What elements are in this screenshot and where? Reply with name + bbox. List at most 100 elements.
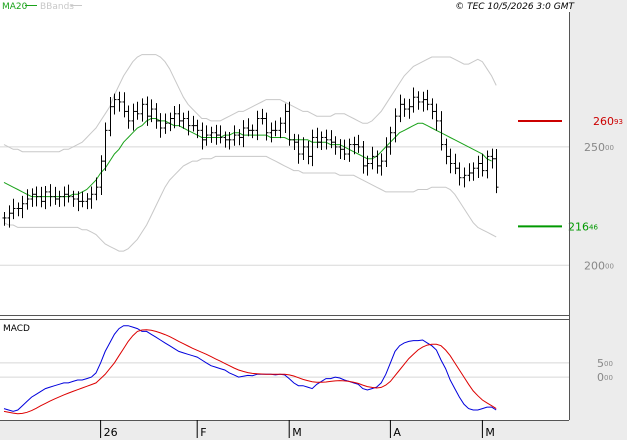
ohlc-bar (411, 87, 416, 113)
ohlc-bar (467, 163, 472, 182)
x-tick-label: M (292, 426, 302, 439)
ohlc-bar (34, 186, 39, 207)
ohlc-bar (209, 126, 214, 143)
ohlc-bar (135, 101, 140, 120)
copyright-label: © TEC 10/5/2026 3:0 GMT (455, 2, 575, 12)
ohlc-bar (296, 134, 301, 164)
ohlc-bar (430, 98, 435, 120)
ohlc-bar (402, 98, 407, 117)
ohlc-bar (273, 120, 278, 137)
ohlc-bar (375, 150, 380, 174)
ohlc-bar (172, 105, 177, 129)
ohlc-bar (453, 153, 458, 175)
ohlc-bar (319, 131, 324, 151)
ohlc-bar (269, 122, 274, 143)
macd-line (3, 325, 497, 412)
x-tick-label: M (485, 426, 495, 439)
ohlc-bar (20, 195, 25, 219)
ohlc-bar (195, 119, 200, 139)
ohlc-bar (370, 146, 375, 170)
macd-lines (3, 325, 497, 415)
support-level-label: 21646 (568, 220, 598, 233)
ohlc-bar (301, 137, 306, 160)
ohlc-bar (457, 162, 462, 186)
ohlc-bar (388, 126, 393, 155)
ohlc-bar (112, 93, 117, 115)
ohlc-bar (232, 125, 237, 146)
signal-line (3, 329, 497, 415)
ohlc-bar (310, 129, 315, 167)
ohlc-bar (223, 131, 228, 148)
ohlc-bar (30, 188, 35, 207)
ohlc-bar (99, 155, 104, 195)
ohlc-bar (16, 202, 21, 217)
ohlc-bar (287, 101, 292, 146)
bottom-axis-panel (0, 420, 570, 440)
ohlc-bar (434, 103, 439, 131)
ohlc-bar (214, 124, 219, 145)
moving-average (3, 118, 492, 198)
macd-tick-label: 000 (597, 371, 613, 384)
ohlc-bar (480, 153, 485, 177)
ohlc-bar (361, 141, 366, 174)
ohlc-bar (365, 155, 370, 176)
ohlc-bar (158, 113, 163, 138)
ohlc-bar (122, 92, 127, 118)
ohlc-bar (149, 99, 154, 123)
ohlc-bar (329, 130, 334, 149)
ohlc-bar (204, 125, 209, 146)
ma20-line (3, 118, 492, 198)
ohlc-bar (89, 186, 94, 209)
ohlc-bar (421, 91, 426, 112)
ohlc-bar (278, 117, 283, 139)
ohlc-bar (490, 148, 495, 169)
ohlc-bar (80, 191, 85, 208)
ohlc-bar (108, 96, 113, 137)
ohlc-bar (352, 136, 357, 155)
ohlc-bar (347, 138, 352, 162)
ohlc-bar (471, 162, 476, 181)
price-tick-label: 20000 (584, 259, 614, 272)
ohlc-bar (315, 127, 320, 149)
support-resistance-levels: 26093 21646 (518, 115, 623, 233)
ohlc-bar (292, 133, 297, 151)
ohlc-bar (43, 185, 48, 210)
ohlc-bar (444, 138, 449, 165)
ohlc-bar (485, 150, 490, 179)
ohlc-bar (416, 91, 421, 110)
ohlc-bar (76, 191, 81, 212)
ohlc-bar (255, 110, 260, 141)
ohlc-bar (191, 115, 196, 132)
ohlc-bar (163, 113, 168, 134)
ohlc-bar (241, 120, 246, 148)
ohlc-bar (85, 193, 90, 210)
ohlc-bar (439, 111, 444, 151)
price-tick-label: 25000 (584, 141, 614, 154)
ohlc-bar (338, 139, 343, 160)
ohlc-bar (7, 205, 12, 228)
ohlc-bar (218, 125, 223, 144)
ohlc-bar (246, 118, 251, 137)
ohlc-bar (177, 104, 182, 127)
ohlc-bar (181, 112, 186, 129)
ohlc-bar (168, 112, 173, 132)
ohlc-bar (126, 105, 131, 129)
ohlc-bar (250, 124, 255, 139)
ohlc-bar (62, 186, 67, 207)
ohlc-bar (140, 98, 145, 122)
ohlc-bar (333, 136, 338, 155)
price-panel (0, 12, 569, 315)
macd-panel-label: MACD (3, 324, 30, 334)
ohlc-bar (200, 122, 205, 150)
ohlc-bar (117, 91, 122, 112)
ohlc-bar (306, 141, 311, 165)
ohlc-bar (356, 134, 361, 153)
ohlc-bar (379, 153, 384, 176)
macd-panel (0, 320, 569, 420)
ohlc-bar (186, 110, 191, 136)
x-tick-label: A (393, 426, 401, 439)
ohlc-bar (131, 103, 136, 131)
ma20-legend-label: MA20 (2, 2, 28, 12)
ohlc-bar (398, 94, 403, 123)
ohlc-bar (48, 184, 53, 207)
